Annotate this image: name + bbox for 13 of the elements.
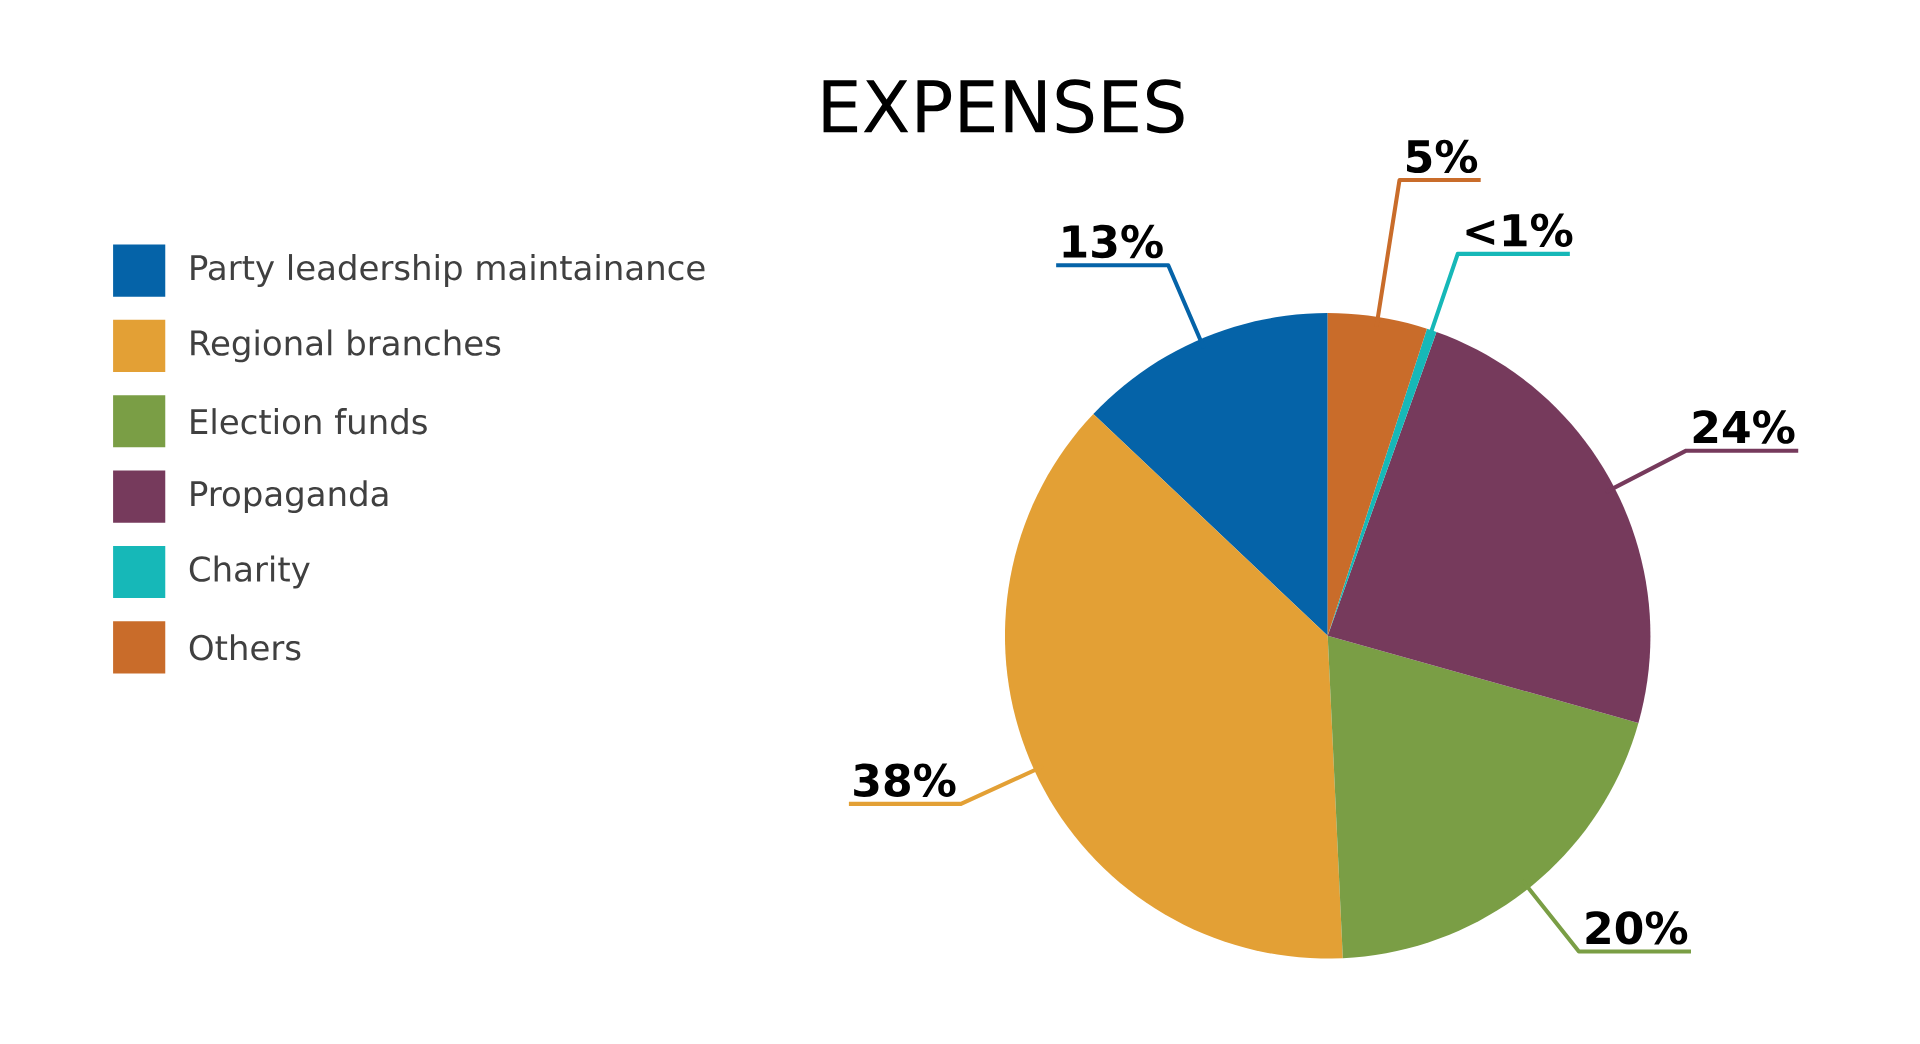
data-label: 20% <box>1586 911 1688 945</box>
data-label: 38% <box>854 763 956 798</box>
legend-label: Party leadership maintainance <box>191 254 705 288</box>
legend-label: Charity <box>189 555 310 589</box>
data-label: <1% <box>1466 213 1573 248</box>
data-label: 13% <box>1063 225 1163 259</box>
legend-label: Propaganda <box>191 480 388 514</box>
legend-label: Election funds <box>191 408 427 435</box>
legend-label: Others <box>189 634 301 661</box>
chart-title: EXPENSES <box>823 79 1184 134</box>
data-label: 24% <box>1693 410 1795 444</box>
data-label: 5% <box>1407 139 1478 174</box>
legend-label: Regional branches <box>191 329 501 363</box>
